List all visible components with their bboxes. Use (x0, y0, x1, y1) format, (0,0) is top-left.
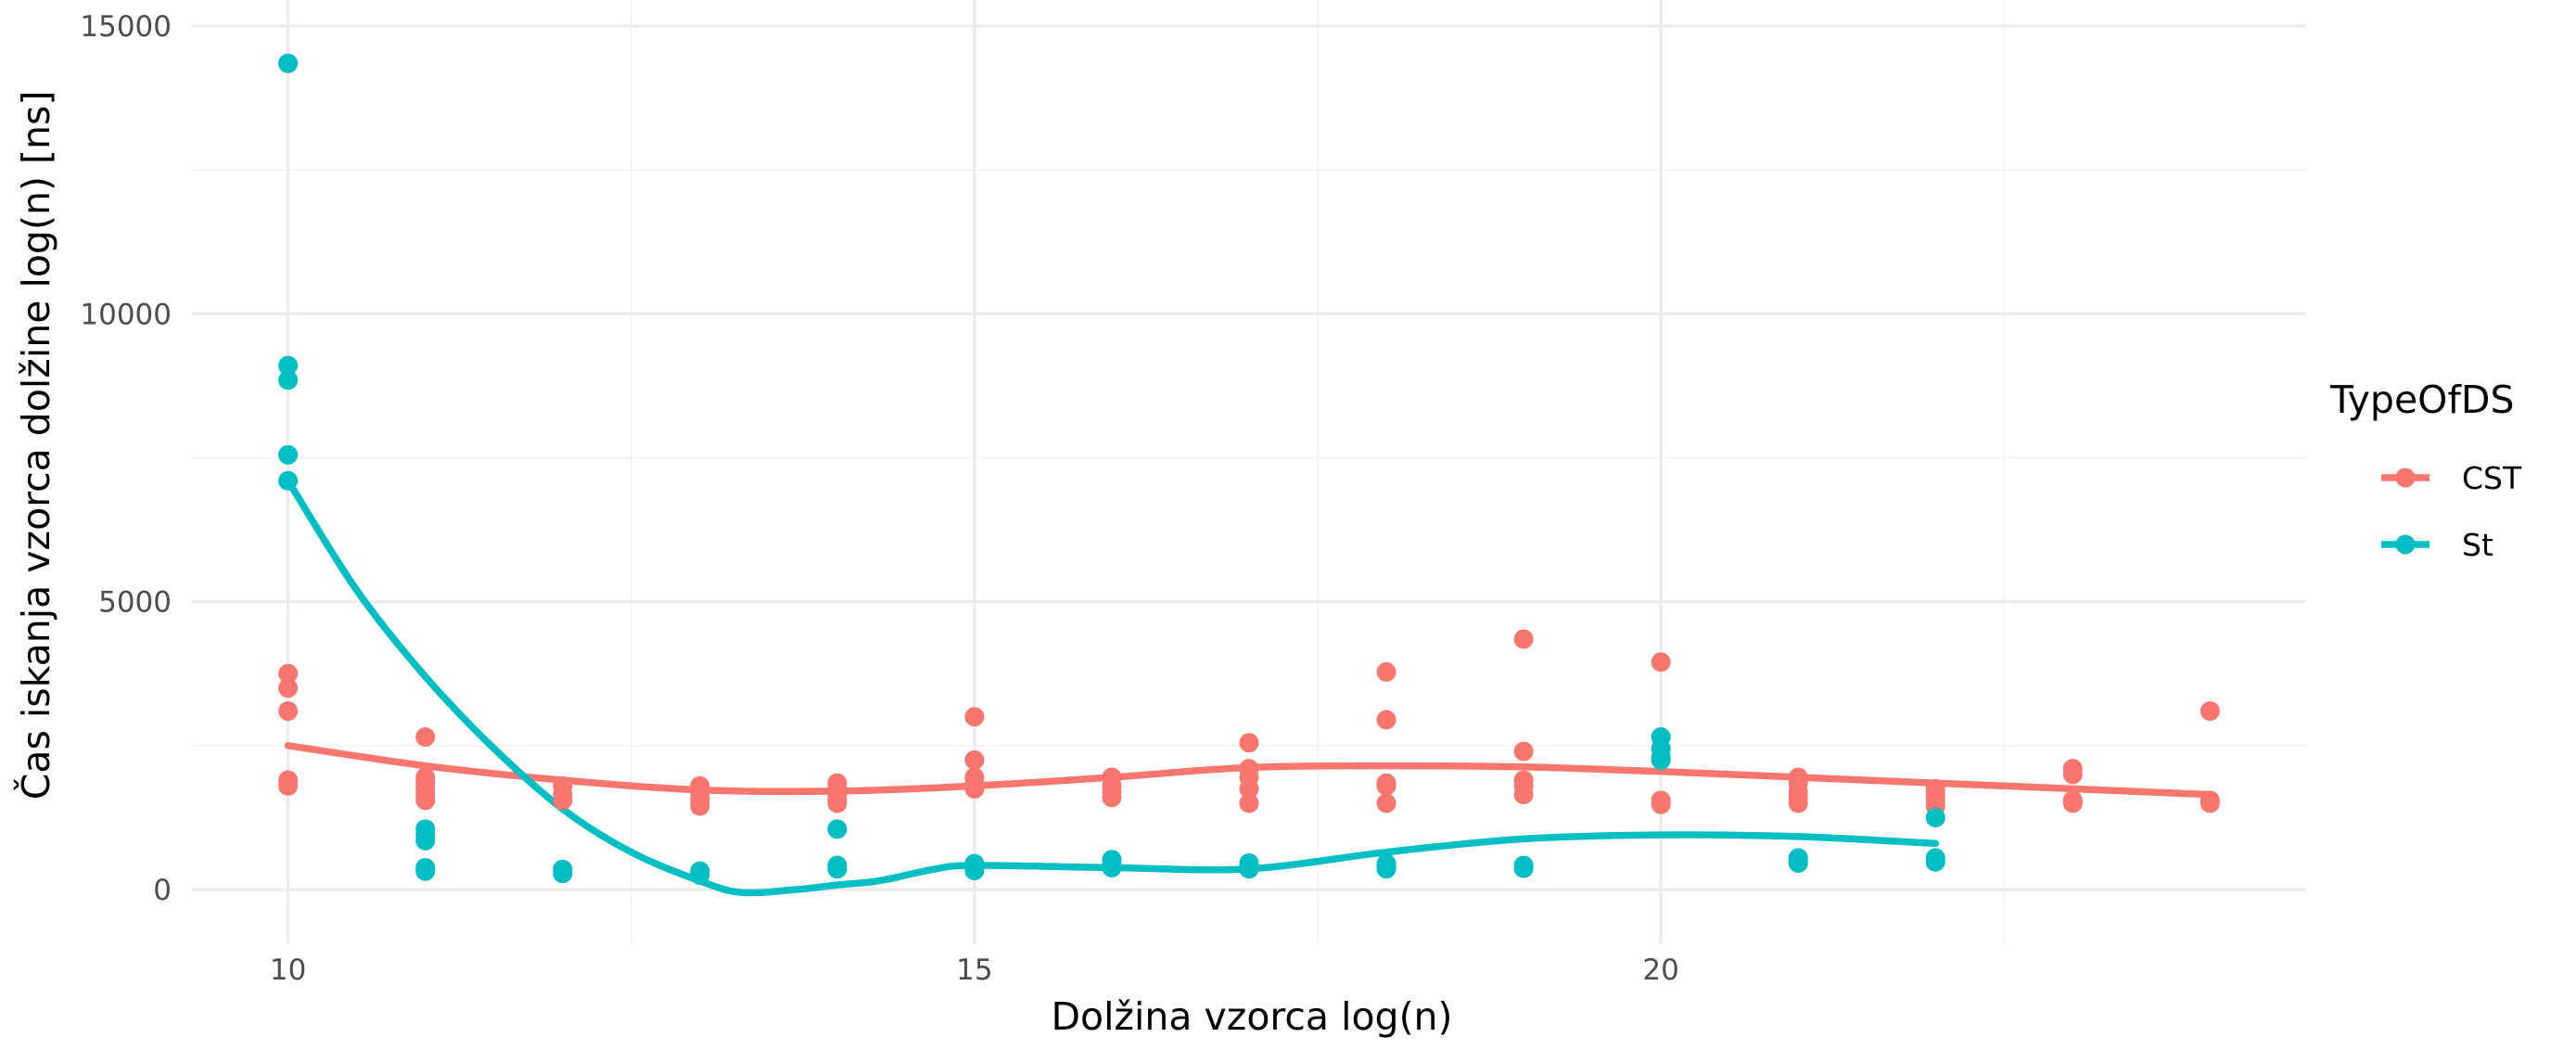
cst-point-18 (690, 796, 710, 816)
tick-layer: 0 5000 10000 15000 10 15 20 (80, 10, 1679, 987)
st-point-28 (1376, 859, 1396, 879)
legend-title: TypeOfDS (2329, 378, 2514, 422)
grid-layer (192, 0, 2306, 944)
cst-point-24 (964, 707, 985, 727)
st-point-30 (1513, 858, 1534, 878)
y-tick-label-0: 0 (153, 874, 172, 907)
st-point-11 (553, 864, 573, 884)
cst-point-48 (1651, 652, 1671, 672)
cst-point-13 (553, 790, 573, 811)
x-tick-label-1: 15 (956, 954, 992, 987)
legend-key-point-st (2395, 534, 2416, 555)
cst-point-37 (1239, 793, 1259, 813)
st-point-0 (278, 53, 299, 73)
cst-point-63 (2062, 793, 2083, 813)
cst-point-0 (278, 663, 299, 684)
legend-label-st: St (2462, 527, 2493, 563)
st-point-13 (690, 865, 710, 886)
st-point-25 (1239, 859, 1259, 879)
cst-point-41 (1376, 775, 1396, 796)
st-trend-line (284, 477, 1940, 897)
cst-point-55 (1788, 793, 1808, 813)
st-point-22 (1102, 857, 1122, 877)
x-tick-label-0: 10 (270, 954, 306, 987)
cst-point-23 (827, 793, 848, 813)
st-point-16 (827, 859, 848, 879)
st-point-34 (1651, 749, 1671, 770)
st-point-14 (827, 819, 848, 839)
point-layer (278, 53, 2220, 886)
cst-point-33 (1239, 733, 1259, 753)
st-point-9 (415, 861, 436, 881)
cst-point-4 (278, 775, 299, 796)
trend-layer (284, 477, 2214, 897)
legend: TypeOfDS CST St (2329, 378, 2522, 563)
y-axis-title: Čas iskanja vzorca dolžine log(n) [ns] (14, 91, 58, 800)
legend-item-cst: CST (2381, 460, 2522, 496)
st-point-19 (964, 861, 985, 881)
st-point-40 (1925, 852, 1945, 872)
cst-point-5 (415, 727, 436, 748)
legend-item-st: St (2381, 527, 2493, 563)
cst-point-43 (1513, 629, 1534, 649)
y-tick-label-1: 5000 (98, 586, 172, 620)
cst-point-25 (964, 749, 985, 770)
cst-point-28 (964, 778, 985, 799)
st-point-3 (278, 444, 299, 465)
cst-point-47 (1513, 785, 1534, 805)
x-tick-label-2: 20 (1642, 954, 1678, 987)
cst-point-39 (1376, 710, 1396, 730)
cst-point-36 (1239, 778, 1259, 799)
st-point-38 (1925, 807, 1945, 827)
st-point-37 (1788, 852, 1808, 873)
st-point-2 (278, 370, 299, 391)
legend-key-point-cst (2395, 467, 2416, 488)
x-axis-title: Dolžina vzorca log(n) (1051, 994, 1452, 1039)
cst-point-1 (278, 678, 299, 698)
cst-point-32 (1102, 788, 1122, 808)
y-tick-label-3: 15000 (80, 10, 172, 44)
cst-point-44 (1513, 741, 1534, 762)
legend-items: CST St (2381, 460, 2522, 563)
cst-point-38 (1376, 661, 1396, 682)
cst-point-2 (278, 701, 299, 722)
cst-point-66 (2200, 793, 2220, 813)
cst-point-50 (1651, 794, 1671, 814)
legend-label-cst: CST (2462, 460, 2522, 496)
cst-point-42 (1376, 793, 1396, 813)
st-point-1 (278, 355, 299, 376)
cst-point-61 (2062, 764, 2083, 785)
cst-point-10 (415, 790, 436, 811)
st-point-4 (278, 470, 299, 491)
y-tick-label-2: 10000 (80, 298, 172, 331)
cst-point-64 (2200, 701, 2220, 722)
st-point-7 (415, 830, 436, 851)
